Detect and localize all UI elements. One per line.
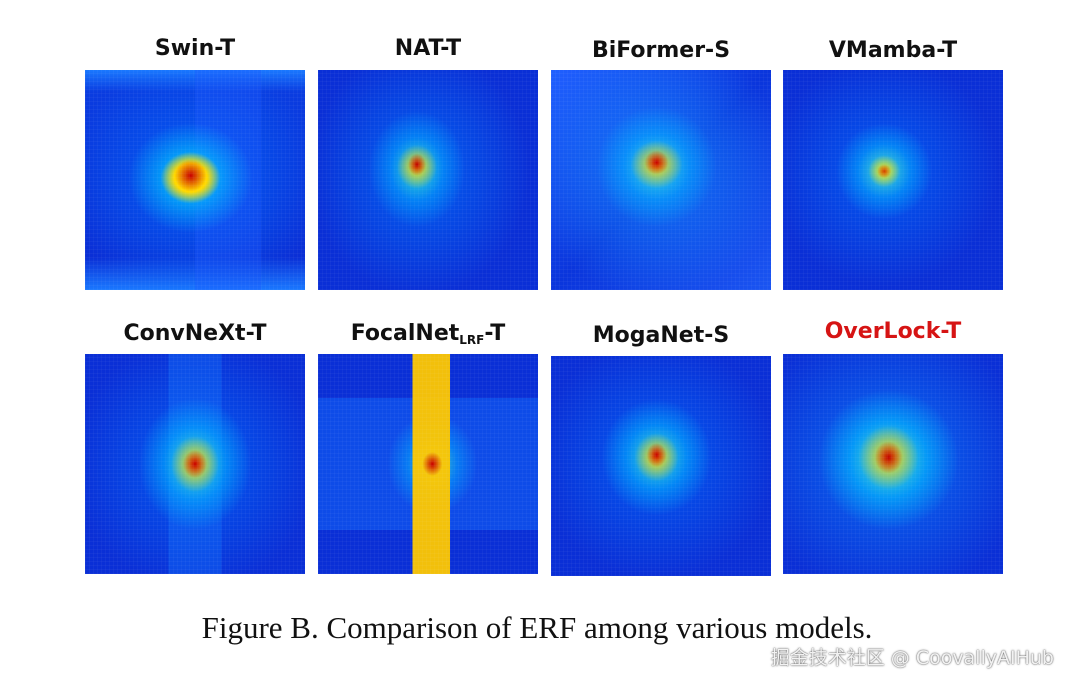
figure-caption: Figure B. Comparison of ERF among variou… [201,610,873,645]
panel-title-focalnet-lrf-t: FocalNetLRF-T [318,321,538,347]
erf-map-overlock-t [783,354,1003,574]
erf-map-moganet-s [551,356,771,576]
panel-title-convnext-t: ConvNeXt-T [123,321,267,346]
erf-map-focalnet-lrf-t [318,354,538,574]
erf-map-vmamba-t [783,70,1003,290]
erf-map-convnext-t [85,354,305,574]
panel-title-nat-t: NAT-T [394,36,462,61]
panel-title-swin-t: Swin-T [154,36,236,61]
panel-title-vmamba-t: VMamba-T [828,38,958,63]
panel-title-subscript: LRF [459,333,485,347]
watermark: 掘金技术社区 @ CoovallyAIHub [770,647,1054,669]
erf-map-nat-t [318,70,538,290]
erf-map-biformer-s [551,70,771,290]
panel-title-moganet-s: MogaNet-S [592,323,730,348]
panel-title-biformer-s: BiFormer-S [591,38,731,63]
panel-title-suffix: -T [484,321,506,346]
panel-title-overlock-t: OverLock-T [824,319,962,344]
panel-title-main: FocalNet [350,321,460,346]
erf-map-swin-t [85,70,305,290]
